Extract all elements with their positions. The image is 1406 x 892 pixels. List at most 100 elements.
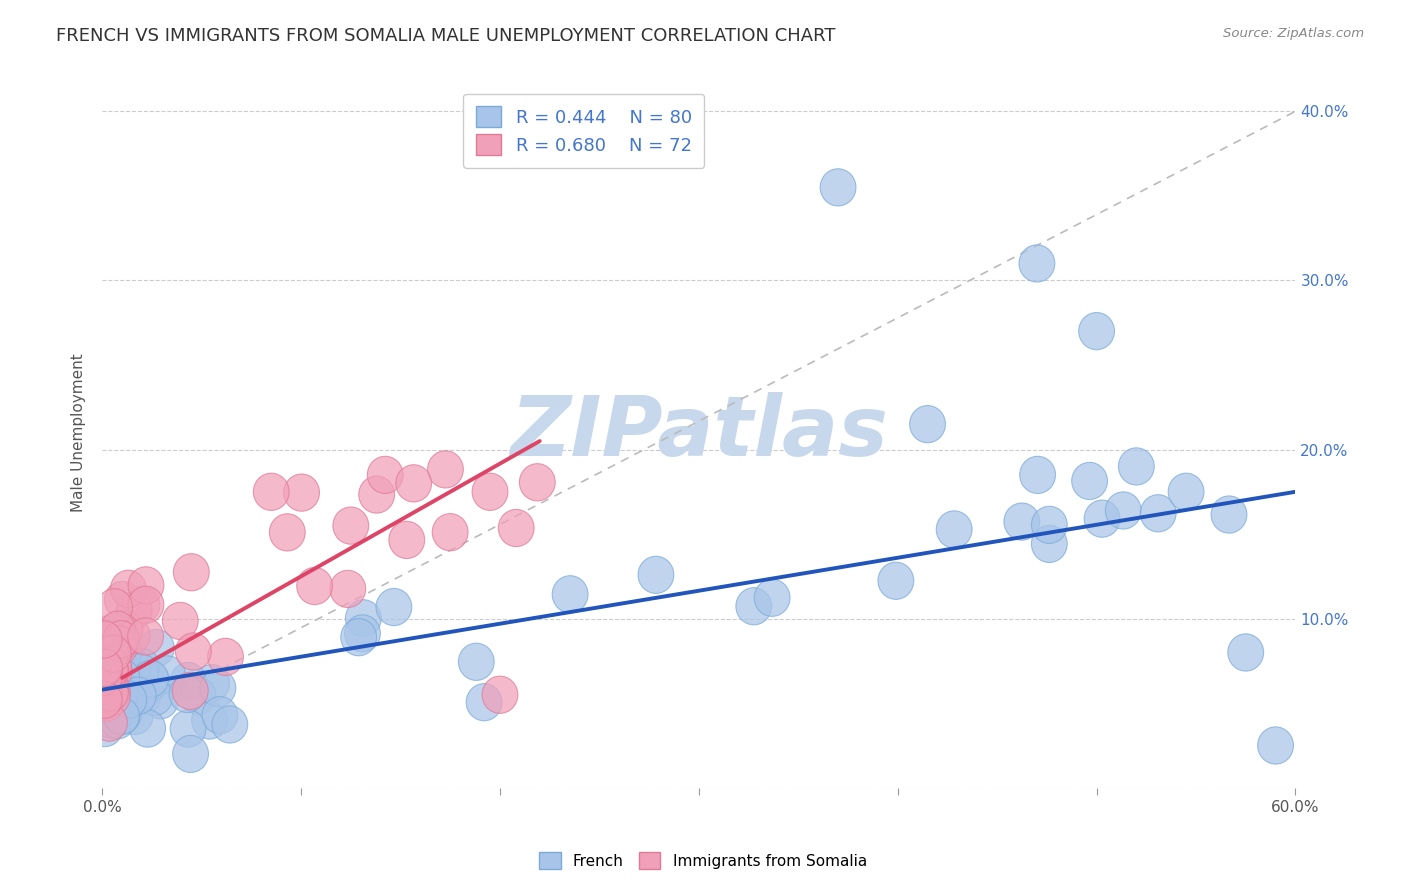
- Ellipse shape: [87, 649, 124, 687]
- Ellipse shape: [1078, 312, 1115, 350]
- Ellipse shape: [96, 684, 132, 722]
- Ellipse shape: [208, 639, 243, 675]
- Ellipse shape: [117, 592, 152, 629]
- Ellipse shape: [105, 633, 142, 671]
- Ellipse shape: [94, 673, 131, 710]
- Ellipse shape: [101, 628, 138, 665]
- Ellipse shape: [389, 521, 425, 558]
- Ellipse shape: [89, 660, 125, 697]
- Ellipse shape: [98, 670, 134, 707]
- Ellipse shape: [344, 615, 381, 652]
- Text: FRENCH VS IMMIGRANTS FROM SOMALIA MALE UNEMPLOYMENT CORRELATION CHART: FRENCH VS IMMIGRANTS FROM SOMALIA MALE U…: [56, 27, 835, 45]
- Ellipse shape: [89, 684, 124, 722]
- Ellipse shape: [86, 658, 122, 696]
- Ellipse shape: [375, 589, 412, 625]
- Ellipse shape: [97, 652, 132, 690]
- Ellipse shape: [139, 630, 174, 666]
- Ellipse shape: [86, 686, 122, 723]
- Ellipse shape: [90, 644, 125, 681]
- Ellipse shape: [86, 648, 122, 685]
- Ellipse shape: [1211, 496, 1247, 533]
- Ellipse shape: [212, 706, 247, 743]
- Ellipse shape: [170, 663, 207, 699]
- Ellipse shape: [498, 509, 534, 547]
- Ellipse shape: [128, 566, 165, 604]
- Ellipse shape: [91, 669, 128, 706]
- Ellipse shape: [105, 696, 142, 733]
- Ellipse shape: [482, 676, 517, 714]
- Ellipse shape: [340, 618, 377, 656]
- Ellipse shape: [96, 648, 131, 685]
- Ellipse shape: [284, 474, 319, 511]
- Ellipse shape: [173, 554, 209, 591]
- Ellipse shape: [103, 621, 139, 657]
- Ellipse shape: [1118, 448, 1154, 485]
- Ellipse shape: [87, 709, 122, 747]
- Ellipse shape: [200, 670, 236, 706]
- Ellipse shape: [104, 697, 141, 734]
- Ellipse shape: [427, 450, 464, 488]
- Ellipse shape: [107, 695, 142, 732]
- Ellipse shape: [124, 586, 160, 624]
- Ellipse shape: [114, 616, 150, 654]
- Ellipse shape: [1032, 507, 1067, 543]
- Ellipse shape: [93, 634, 128, 672]
- Text: ZIPatlas: ZIPatlas: [510, 392, 887, 473]
- Ellipse shape: [97, 697, 132, 734]
- Ellipse shape: [936, 511, 972, 548]
- Ellipse shape: [359, 476, 395, 513]
- Ellipse shape: [467, 683, 502, 721]
- Ellipse shape: [111, 570, 146, 607]
- Legend: R = 0.444    N = 80, R = 0.680    N = 72: R = 0.444 N = 80, R = 0.680 N = 72: [463, 94, 704, 168]
- Ellipse shape: [1084, 500, 1121, 537]
- Ellipse shape: [86, 648, 122, 685]
- Ellipse shape: [96, 635, 131, 673]
- Ellipse shape: [115, 648, 150, 686]
- Ellipse shape: [253, 473, 290, 510]
- Ellipse shape: [1019, 245, 1054, 282]
- Legend: French, Immigrants from Somalia: French, Immigrants from Somalia: [533, 846, 873, 875]
- Ellipse shape: [107, 611, 143, 648]
- Ellipse shape: [86, 653, 122, 690]
- Y-axis label: Male Unemployment: Male Unemployment: [72, 353, 86, 512]
- Ellipse shape: [86, 681, 122, 718]
- Ellipse shape: [111, 681, 146, 718]
- Ellipse shape: [122, 654, 159, 690]
- Ellipse shape: [87, 662, 122, 699]
- Ellipse shape: [104, 658, 139, 696]
- Ellipse shape: [108, 659, 145, 697]
- Ellipse shape: [100, 611, 135, 648]
- Ellipse shape: [105, 669, 141, 706]
- Ellipse shape: [270, 514, 305, 551]
- Ellipse shape: [110, 674, 145, 711]
- Ellipse shape: [910, 406, 945, 442]
- Ellipse shape: [90, 657, 127, 695]
- Ellipse shape: [194, 665, 229, 702]
- Ellipse shape: [173, 673, 208, 709]
- Ellipse shape: [101, 689, 136, 725]
- Ellipse shape: [110, 656, 145, 693]
- Ellipse shape: [100, 702, 136, 739]
- Ellipse shape: [87, 649, 122, 687]
- Ellipse shape: [94, 678, 131, 715]
- Ellipse shape: [1227, 634, 1264, 671]
- Ellipse shape: [432, 514, 468, 550]
- Ellipse shape: [820, 169, 856, 206]
- Ellipse shape: [128, 586, 165, 624]
- Ellipse shape: [101, 644, 136, 681]
- Ellipse shape: [191, 702, 228, 739]
- Ellipse shape: [142, 681, 179, 719]
- Ellipse shape: [1004, 503, 1039, 541]
- Ellipse shape: [91, 704, 128, 741]
- Ellipse shape: [104, 698, 139, 735]
- Ellipse shape: [112, 668, 148, 706]
- Ellipse shape: [90, 629, 125, 666]
- Ellipse shape: [117, 698, 153, 735]
- Ellipse shape: [162, 602, 198, 640]
- Ellipse shape: [104, 672, 139, 709]
- Ellipse shape: [90, 624, 127, 660]
- Ellipse shape: [519, 464, 555, 501]
- Ellipse shape: [472, 473, 508, 510]
- Ellipse shape: [86, 648, 122, 685]
- Ellipse shape: [96, 649, 131, 687]
